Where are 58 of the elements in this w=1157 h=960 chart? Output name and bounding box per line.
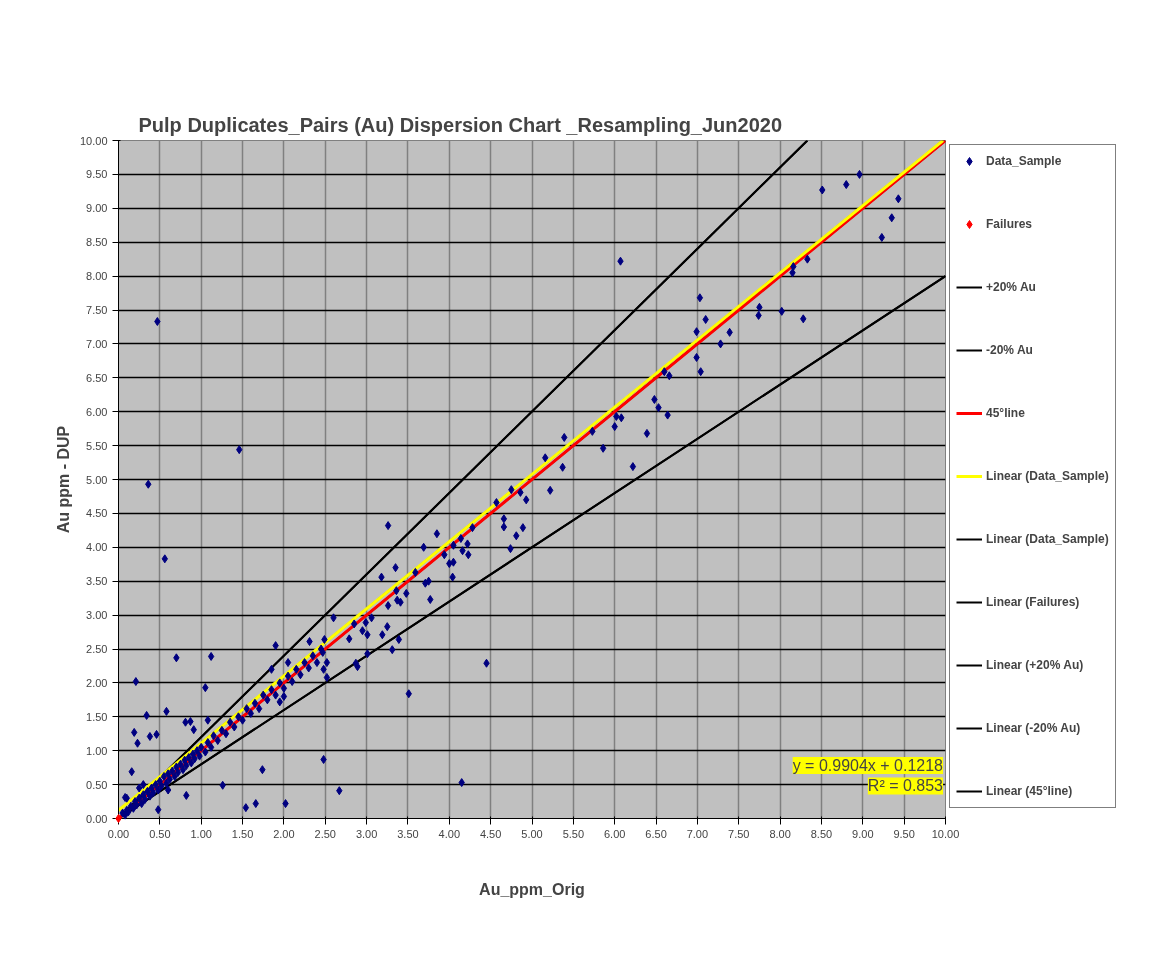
legend-label: Linear (Data_Sample) [986,532,1109,546]
y-tick-label: 7.50 [86,304,108,316]
y-axis-title: Au ppm - DUP [54,425,72,534]
y-tick-label: 6.50 [86,371,108,384]
y-tick-label: 0.50 [86,778,108,791]
legend-label: Linear (-20% Au) [986,721,1081,735]
legend-label: Linear (45°line) [986,784,1073,798]
x-tick-label: 9.00 [852,827,874,840]
x-tick-label: 6.00 [604,827,626,840]
x-tick-label: 6.50 [645,827,667,840]
x-tick-label: 4.00 [438,827,461,840]
y-tick-label: 2.50 [86,643,108,655]
y-tick-label: 9.50 [86,168,108,181]
chart-title: Pulp Duplicates_Pairs (Au) Dispersion Chart _Resampling_Jun2020 [138,113,783,136]
annotation: y = 0.9904x + 0.1218 [792,757,944,775]
x-tick-label: 0.00 [107,827,130,840]
y-tick-label: 0.00 [86,812,108,825]
x-tick-label: 2.00 [273,827,295,840]
legend-label: -20% Au [986,343,1033,357]
legend-label: Linear (Failures) [986,595,1080,609]
legend-label: +20% Au [986,280,1036,294]
y-tick-label: 10.00 [79,134,108,147]
y-tick-label: 5.50 [86,439,108,452]
legend-label: 45°line [986,406,1025,420]
x-tick-label: 1.00 [190,827,212,840]
y-tick-label: 6.00 [86,405,108,418]
legend-label: Linear (Data_Sample) [986,469,1109,483]
x-tick-label: 0.50 [149,827,171,840]
y-tick-label: 8.50 [86,236,108,249]
legend-label: Data_Sample [986,154,1062,168]
x-tick-label: 3.50 [397,827,419,840]
y-tick-label: 2.00 [86,676,108,689]
x-tick-label: 1.50 [231,827,254,840]
y-tick-label: 1.00 [86,744,108,757]
legend-label: Linear (+20% Au) [986,658,1084,672]
y-tick-label: 3.50 [86,575,108,588]
y-tick-label: 4.00 [86,541,108,554]
x-axis-title: Au_ppm_Orig [479,880,585,898]
x-tick-label: 5.00 [521,827,543,840]
y-tick-label: 8.00 [86,270,108,283]
x-tick-label: 7.50 [728,827,750,840]
legend-label: Failures [986,217,1033,231]
x-tick-label: 4.50 [479,827,502,840]
x-tick-label: 8.00 [769,827,791,840]
x-tick-label: 2.50 [314,827,336,840]
y-tick-label: 5.00 [86,473,108,486]
annotation: R² = 0.853 [867,777,944,795]
x-tick-label: 10.00 [931,827,960,840]
y-tick-label: 4.50 [86,507,108,520]
y-tick-label: 1.50 [86,710,108,723]
x-tick-label: 9.50 [893,827,915,840]
y-tick-label: 9.00 [86,202,108,215]
x-tick-label: 5.50 [562,827,585,840]
x-tick-label: 8.50 [810,827,833,840]
x-tick-label: 7.00 [686,827,709,840]
y-tick-label: 3.00 [86,609,108,622]
y-tick-label: 7.00 [86,337,108,350]
x-tick-label: 3.00 [355,827,378,840]
